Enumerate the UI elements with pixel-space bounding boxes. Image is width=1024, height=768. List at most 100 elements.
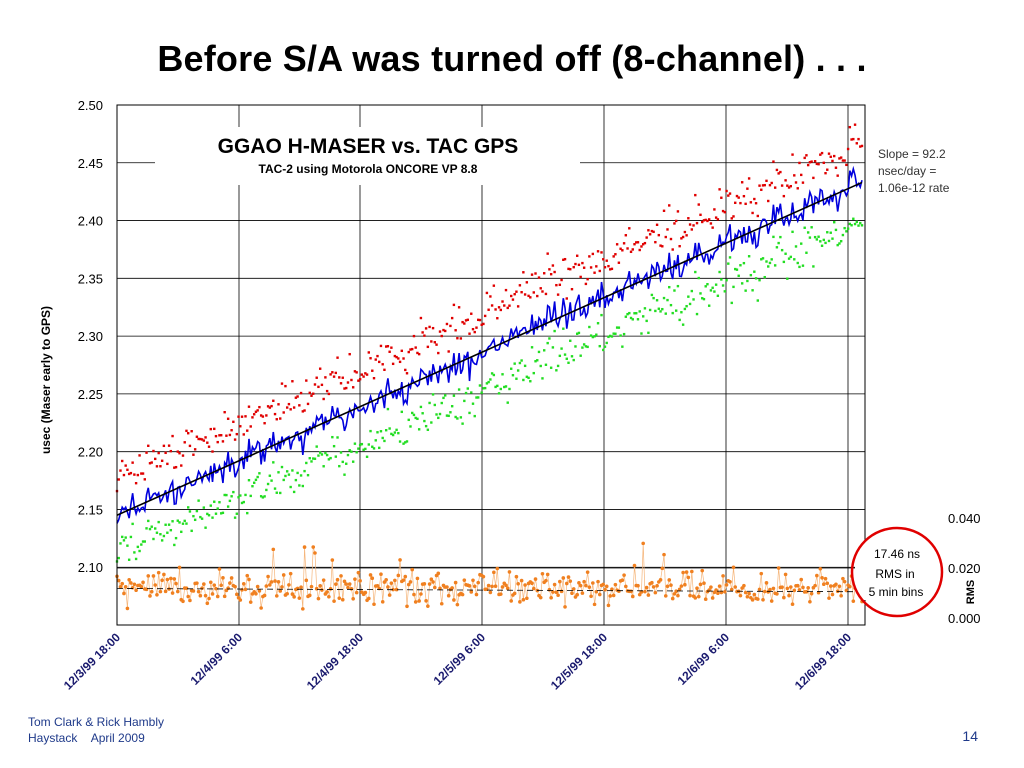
min-point [235,512,239,515]
rms-point [743,590,748,595]
rms-series [115,541,864,611]
rms-point [191,589,196,593]
min-point [431,393,435,396]
rms-point [842,579,847,584]
max-point [362,375,365,378]
max-point [308,391,311,395]
min-point [789,255,792,259]
max-point [589,266,593,269]
rms-point [471,578,475,583]
min-point [730,301,733,305]
rms-point [545,572,550,577]
max-point [687,217,690,220]
max-point [263,422,266,425]
rms-point [358,579,362,583]
rms-point [585,570,590,574]
rms-point [556,593,560,598]
max-point [180,464,183,467]
min-point [456,417,459,420]
min-point [364,447,367,451]
min-point [773,264,777,267]
max-point [624,234,628,237]
min-point [603,345,607,348]
rms-point [547,587,552,592]
max-point [419,316,423,320]
max-point [622,242,626,245]
max-point [747,177,751,180]
max-point [298,404,301,407]
rms-point [321,578,326,582]
max-point [435,343,438,346]
min-point [442,396,445,400]
min-point [457,388,461,391]
rms-point [427,582,432,586]
rms-point [768,587,772,592]
rms-point [750,598,755,602]
min-point [661,307,664,311]
min-point [214,512,218,515]
rms-point [116,578,121,583]
rms-point [521,597,526,602]
min-point [767,265,770,268]
rms-point [809,591,814,596]
slope-line-1: Slope = 92.2 [878,147,946,161]
max-point [572,265,575,269]
max-point [803,156,806,160]
max-point [138,454,141,457]
rms-line-1: 17.46 ns [874,547,920,561]
max-point [291,380,294,383]
rms-point [679,584,684,588]
min-point [567,361,570,364]
min-point [593,335,596,338]
max-point [464,319,468,322]
rms-point [821,582,826,587]
max-point [423,334,426,337]
rms-point [387,593,392,597]
rms-point [403,574,408,579]
rms-point [127,578,131,582]
max-point [508,304,511,307]
max-point [159,465,162,468]
max-point [666,228,669,231]
max-point [136,473,140,477]
max-point [258,405,261,409]
rms-point [375,583,380,588]
rms-point [500,585,505,589]
min-point [251,485,254,488]
rms-point [672,592,677,596]
rms-point [368,573,373,577]
rms-point [651,585,656,589]
max-point [758,184,761,187]
rms-point [780,585,784,589]
rms-point [756,597,760,601]
max-point [648,233,652,236]
min-point [417,428,421,431]
max-point [702,219,706,222]
min-point [706,283,709,286]
rms-point [235,592,239,597]
rms-point [304,578,309,583]
rms-point [354,590,359,595]
min-point [265,488,268,492]
min-point [525,375,529,378]
min-point [671,311,674,315]
min-point [549,366,553,369]
max-point [734,201,737,205]
max-point [711,226,714,229]
rms-point [792,588,797,593]
rms-point [568,579,573,583]
min-point [199,515,202,519]
rms-point [158,589,163,594]
max-point [353,370,357,373]
max-point [489,295,492,298]
min-point [852,217,855,220]
max-point [562,258,565,262]
max-point [240,415,244,418]
max-point [694,193,697,197]
rms-point [472,584,477,589]
min-point [407,418,410,422]
max-point [631,248,634,251]
min-point [820,244,824,247]
max-point [659,244,662,247]
